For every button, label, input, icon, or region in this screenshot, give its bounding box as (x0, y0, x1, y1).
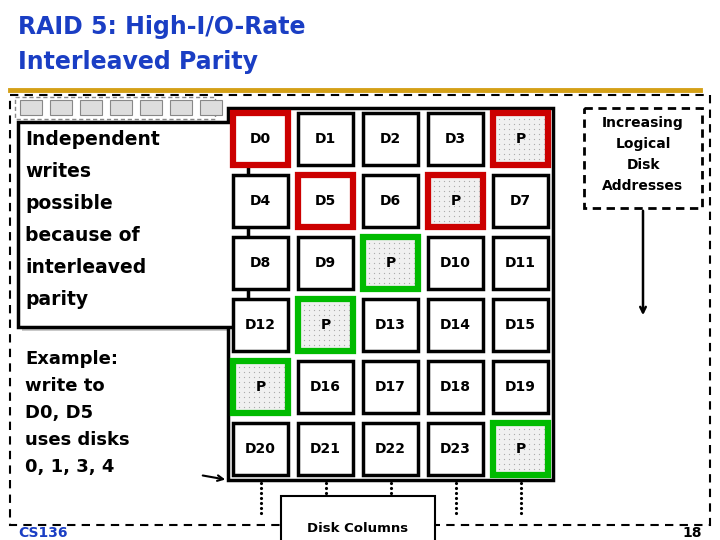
Bar (363, 299, 418, 351)
Text: writes: writes (25, 162, 91, 181)
Bar (493, 113, 548, 165)
Bar (298, 175, 353, 227)
Text: D8: D8 (250, 256, 271, 270)
Bar (363, 175, 418, 227)
Bar (233, 361, 288, 413)
Text: D0: D0 (250, 132, 271, 146)
Bar (584, 108, 702, 208)
Text: D0, D5: D0, D5 (25, 404, 93, 422)
Text: D6: D6 (380, 194, 401, 208)
Text: D9: D9 (315, 256, 336, 270)
Bar (298, 237, 353, 289)
Bar (493, 361, 548, 413)
Bar (363, 113, 418, 165)
Text: D1: D1 (315, 132, 336, 146)
Bar (233, 423, 288, 475)
Bar (363, 361, 418, 413)
Bar (493, 175, 548, 227)
Bar (233, 237, 288, 289)
Bar (170, 100, 192, 115)
Bar (200, 100, 222, 115)
Bar (363, 423, 418, 475)
Text: P: P (516, 442, 526, 456)
Bar (110, 100, 132, 115)
Text: D16: D16 (310, 380, 341, 394)
Bar (228, 108, 553, 480)
Text: D5: D5 (315, 194, 336, 208)
Text: Independent: Independent (25, 130, 160, 149)
Bar (428, 299, 483, 351)
Text: possible: possible (25, 194, 113, 213)
Text: Interleaved Parity: Interleaved Parity (18, 50, 258, 74)
Bar (298, 113, 353, 165)
Text: D12: D12 (245, 318, 276, 332)
Text: P: P (451, 194, 461, 208)
Text: D22: D22 (375, 442, 406, 456)
Text: D18: D18 (440, 380, 471, 394)
Text: D23: D23 (440, 442, 471, 456)
Bar (298, 299, 353, 351)
Text: D13: D13 (375, 318, 406, 332)
Text: Disk: Disk (626, 158, 660, 172)
Text: P: P (256, 380, 266, 394)
Bar (80, 100, 102, 115)
Text: Addresses: Addresses (603, 179, 683, 193)
Text: D2: D2 (380, 132, 401, 146)
Text: Example:: Example: (25, 350, 118, 368)
Bar (233, 175, 288, 227)
Text: D4: D4 (250, 194, 271, 208)
Bar (493, 423, 548, 475)
Text: D7: D7 (510, 194, 531, 208)
Text: D20: D20 (245, 442, 276, 456)
Text: D14: D14 (440, 318, 471, 332)
Text: Logical: Logical (616, 137, 671, 151)
Text: CS136: CS136 (18, 526, 68, 540)
Bar (22, 126, 252, 331)
Text: P: P (320, 318, 330, 332)
Bar (298, 423, 353, 475)
Bar (10, 95, 710, 525)
Text: uses disks: uses disks (25, 431, 130, 449)
Text: write to: write to (25, 377, 104, 395)
Bar (18, 122, 248, 327)
Bar (493, 237, 548, 289)
Bar (493, 299, 548, 351)
Bar (140, 100, 162, 115)
Text: because of: because of (25, 226, 140, 245)
Bar (233, 299, 288, 351)
Text: Increasing: Increasing (602, 116, 684, 130)
Text: D10: D10 (440, 256, 471, 270)
Text: Disk Columns: Disk Columns (307, 522, 408, 535)
Text: D3: D3 (445, 132, 466, 146)
Text: interleaved: interleaved (25, 258, 146, 277)
Bar (298, 361, 353, 413)
Bar (233, 113, 288, 165)
Bar (428, 237, 483, 289)
Text: parity: parity (25, 290, 88, 309)
Bar (428, 113, 483, 165)
Text: 18: 18 (683, 526, 702, 540)
Bar (428, 175, 483, 227)
Text: P: P (516, 132, 526, 146)
Text: 0, 1, 3, 4: 0, 1, 3, 4 (25, 458, 114, 476)
Text: D11: D11 (505, 256, 536, 270)
Bar (363, 237, 418, 289)
Text: D21: D21 (310, 442, 341, 456)
Text: P: P (385, 256, 395, 270)
Bar (50, 100, 72, 115)
Bar (20, 100, 42, 115)
Text: D17: D17 (375, 380, 406, 394)
Text: D15: D15 (505, 318, 536, 332)
Bar (15, 97, 215, 119)
Bar (428, 423, 483, 475)
Text: D19: D19 (505, 380, 536, 394)
Text: RAID 5: High-I/O-Rate: RAID 5: High-I/O-Rate (18, 15, 305, 39)
Bar (428, 361, 483, 413)
